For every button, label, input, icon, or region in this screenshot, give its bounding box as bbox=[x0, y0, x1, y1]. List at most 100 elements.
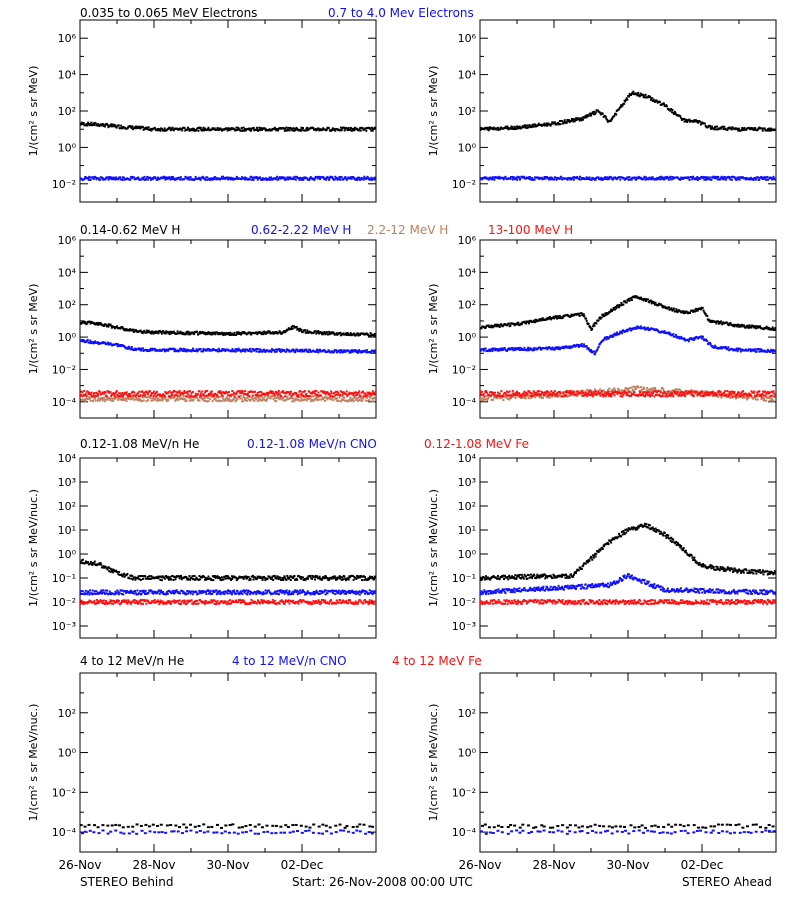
data-point bbox=[628, 92, 631, 95]
data-point bbox=[639, 327, 642, 330]
data-point bbox=[90, 320, 93, 323]
data-point bbox=[115, 396, 118, 399]
data-point bbox=[277, 389, 280, 392]
data-point bbox=[84, 392, 87, 395]
data-point bbox=[704, 390, 707, 393]
data-point bbox=[162, 393, 165, 396]
data-point bbox=[128, 392, 131, 395]
data-point bbox=[493, 178, 496, 181]
data-point bbox=[483, 395, 486, 398]
data-point bbox=[615, 113, 618, 116]
data-point bbox=[636, 94, 639, 97]
data-point bbox=[740, 323, 743, 326]
data-point bbox=[589, 391, 592, 394]
data-point bbox=[766, 128, 769, 131]
data-point bbox=[256, 395, 259, 398]
data-point bbox=[151, 392, 154, 395]
data-point bbox=[694, 307, 697, 310]
data-point bbox=[495, 394, 498, 397]
data-point bbox=[538, 346, 541, 349]
data-point bbox=[325, 396, 328, 399]
data-point bbox=[606, 178, 609, 181]
data-point bbox=[277, 348, 280, 351]
data-point bbox=[516, 390, 519, 393]
data-point bbox=[696, 178, 699, 181]
data-point bbox=[227, 397, 230, 400]
data-point bbox=[553, 392, 556, 395]
data-point bbox=[163, 350, 166, 353]
data-point bbox=[218, 391, 221, 394]
data-point bbox=[699, 390, 702, 393]
data-point bbox=[212, 348, 215, 351]
data-point bbox=[268, 391, 271, 394]
data-point bbox=[140, 178, 143, 181]
data-point bbox=[343, 349, 346, 352]
data-point bbox=[183, 178, 186, 181]
data-point bbox=[328, 178, 331, 181]
data-point bbox=[257, 129, 260, 132]
data-point bbox=[133, 391, 136, 394]
data-point bbox=[334, 175, 337, 178]
data-points bbox=[80, 121, 376, 181]
data-point bbox=[545, 122, 548, 125]
data-point bbox=[589, 114, 592, 117]
data-point bbox=[599, 178, 602, 181]
series-black bbox=[480, 90, 776, 132]
data-point bbox=[621, 104, 624, 107]
data-point bbox=[192, 129, 195, 132]
data-point bbox=[240, 126, 243, 129]
data-point bbox=[293, 177, 296, 180]
data-point bbox=[767, 328, 770, 331]
data-point bbox=[687, 176, 690, 179]
data-point bbox=[297, 328, 300, 331]
data-point bbox=[203, 394, 206, 397]
data-point bbox=[758, 325, 761, 328]
data-point bbox=[294, 349, 297, 352]
data-point bbox=[356, 333, 359, 336]
data-point bbox=[544, 177, 547, 180]
data-point bbox=[179, 176, 182, 179]
data-point bbox=[333, 178, 336, 181]
data-point bbox=[622, 303, 625, 306]
data-point bbox=[199, 394, 202, 397]
data-point bbox=[766, 348, 769, 351]
data-point bbox=[177, 395, 180, 398]
data-point bbox=[549, 178, 552, 181]
data-point bbox=[619, 304, 622, 307]
data-point bbox=[223, 348, 226, 351]
data-point bbox=[265, 177, 268, 180]
data-point bbox=[96, 392, 99, 395]
data-point bbox=[544, 318, 547, 321]
data-point bbox=[158, 329, 161, 332]
data-point bbox=[96, 399, 99, 402]
data-point bbox=[314, 330, 317, 333]
data-point bbox=[760, 127, 763, 130]
data-point bbox=[267, 330, 270, 333]
data-point bbox=[372, 350, 375, 353]
data-point bbox=[299, 390, 302, 393]
data-point bbox=[511, 346, 514, 349]
data-point bbox=[330, 331, 333, 334]
data-point bbox=[197, 178, 200, 181]
data-point bbox=[143, 393, 146, 396]
data-point bbox=[708, 176, 711, 179]
data-point bbox=[152, 332, 155, 335]
data-point bbox=[282, 390, 285, 393]
data-point bbox=[175, 332, 178, 335]
data-point bbox=[601, 112, 604, 115]
data-point bbox=[351, 397, 354, 400]
data-point bbox=[339, 393, 342, 396]
data-point bbox=[107, 325, 110, 328]
data-point bbox=[364, 333, 367, 336]
data-point bbox=[235, 126, 238, 129]
data-point bbox=[146, 396, 149, 399]
data-point bbox=[145, 178, 148, 181]
data-point bbox=[655, 303, 658, 306]
data-point bbox=[569, 315, 572, 318]
data-point bbox=[309, 348, 312, 351]
data-point bbox=[616, 304, 619, 307]
data-point bbox=[165, 177, 168, 180]
data-point bbox=[129, 125, 132, 128]
data-point bbox=[530, 392, 533, 395]
data-point bbox=[290, 350, 293, 353]
